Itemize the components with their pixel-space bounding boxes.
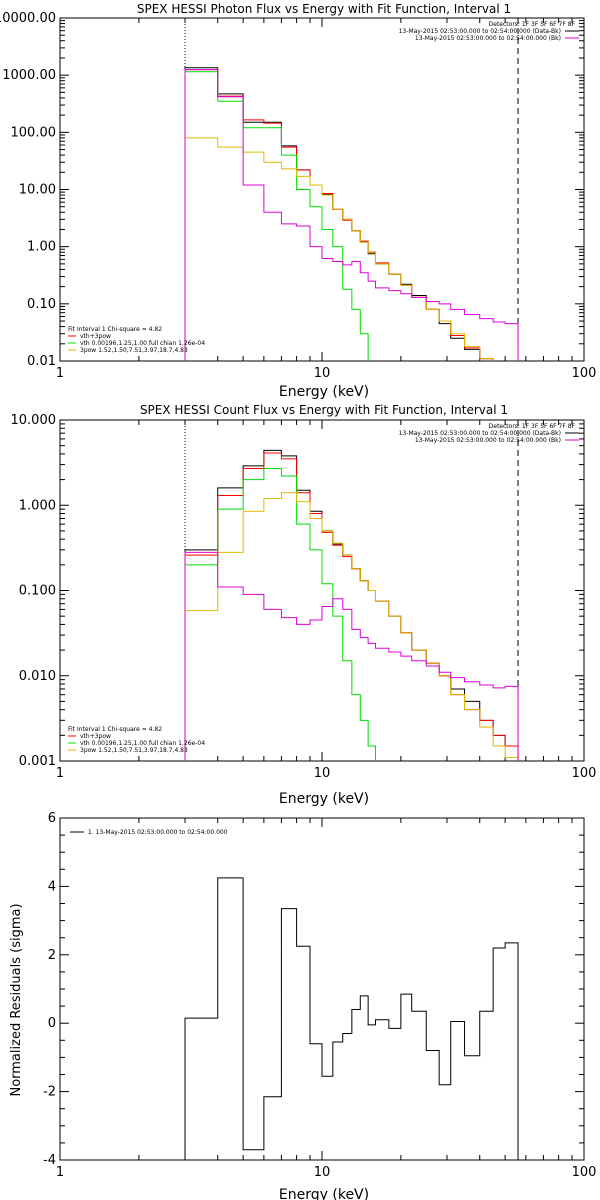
x-tick-label: 1 <box>56 1165 64 1180</box>
series-group <box>184 449 519 761</box>
series-line-4 <box>184 69 519 361</box>
y-tick-label: -4 <box>43 1153 56 1168</box>
x-tick-label: 1 <box>56 366 64 381</box>
photon-flux-panel: SPEX HESSI Photon Flux vs Energy with Fi… <box>0 2 597 400</box>
series-line-2 <box>184 467 376 761</box>
x-tick-label: 100 <box>572 1165 597 1180</box>
y-tick-label: 2 <box>48 948 56 963</box>
y-tick-label: 4 <box>48 879 56 894</box>
series-group <box>184 67 519 361</box>
info-line: Detectors: 1F 3F 5F 6F 7F 8F <box>489 423 576 430</box>
photon-flux-plot: 1 10 100 0.01 0.10 1.00 10.00 100.00 1000.00 1000… <box>0 11 597 381</box>
plot-frame <box>59 817 585 1161</box>
y-tick-label: 100.00 <box>11 125 57 140</box>
series-line-0 <box>184 877 519 1160</box>
x-tick-label: 100 <box>572 366 597 381</box>
series-group <box>184 877 519 1160</box>
legend-entry: vth+3pow <box>80 333 111 340</box>
residuals-xlabel: Energy (keV) <box>279 1187 369 1200</box>
legend-entry: vth 0.00196,1.25,1.00 full chian 1.26e-0… <box>80 340 205 347</box>
legend-entry: vth+3pow <box>80 733 111 740</box>
y-tick-label: 1000.00 <box>2 68 56 83</box>
y-tick-label: 6 <box>48 811 56 826</box>
y-tick-label: 1.000 <box>19 498 56 513</box>
info-line: 13-May-2015 02:53:00.000 to 02:54:00.000… <box>415 437 561 444</box>
series-line-4 <box>184 551 519 761</box>
y-tick-label: 0.010 <box>19 669 56 684</box>
y-tick-label: -2 <box>43 1085 56 1100</box>
legend-entry: vth 0.00196,1.25,1.00 full chian 1.26e-0… <box>80 740 205 747</box>
y-tick-label: 10000.00 <box>0 11 56 26</box>
photon-flux-xlabel: Energy (keV) <box>279 384 369 400</box>
x-tick-label: 100 <box>572 766 597 781</box>
y-tick-label: 10.000 <box>11 413 57 428</box>
residuals-plot: 1 10 100 -4 -2 0 2 4 6 1. 13-May-2015 02:53:00.00… <box>43 811 597 1180</box>
y-tick-label: 10.00 <box>19 183 56 198</box>
y-tick-label: 1.00 <box>27 240 56 255</box>
info-line: 13-May-2015 02:53:00.000 to 02:54:00.000… <box>399 430 561 437</box>
y-tick-label: 0.10 <box>27 297 56 312</box>
legend-entry: 3pow 1.52,1.50,7.51,3.97,18.7,4.83 <box>80 347 188 354</box>
residuals-panel: Energy (keV) Normalized Residuals (sigma… <box>9 811 596 1200</box>
y-tick-label: 0.100 <box>19 584 56 599</box>
series-line-3 <box>184 137 494 361</box>
legend-entry: 3pow 1.52,1.50,7.51,3.97,18.7,4.83 <box>80 747 188 754</box>
info-line: 13-May-2015 02:53:00.000 to 02:54:00.000… <box>415 35 561 42</box>
y-tick-label: 0.001 <box>19 754 56 769</box>
y-tick-label: 0 <box>48 1016 56 1031</box>
count-flux-plot: 1 10 100 0.001 0.010 0.100 1.000 10.000 Detector… <box>11 413 597 781</box>
count-flux-panel: SPEX HESSI Count Flux vs Energy with Fit… <box>11 403 597 807</box>
x-tick-label: 10 <box>314 766 331 781</box>
info-line: Detectors: 1F 3F 5F 6F 7F 8F <box>489 21 576 28</box>
x-tick-label: 10 <box>314 366 331 381</box>
plot-frame <box>59 419 585 762</box>
series-line-3 <box>184 492 519 761</box>
legend-entry: 1. 13-May-2015 02:53:00.000 to 02:54:00.… <box>88 829 228 836</box>
count-flux-xlabel: Energy (keV) <box>279 791 369 807</box>
x-tick-label: 10 <box>314 1165 331 1180</box>
legend-entry: Fit Interval 1 Chi-square = 4.82 <box>68 326 162 333</box>
info-line: 13-May-2015 02:53:00.000 to 02:54:00.000… <box>399 28 561 35</box>
series-line-2 <box>184 71 369 361</box>
count-flux-title: SPEX HESSI Count Flux vs Energy with Fit… <box>140 403 508 417</box>
residuals-ylabel: Normalized Residuals (sigma) <box>9 903 24 1096</box>
photon-flux-title: SPEX HESSI Photon Flux vs Energy with Fi… <box>137 2 511 16</box>
y-tick-label: 0.01 <box>27 354 56 369</box>
legend-entry: Fit Interval 1 Chi-square = 4.82 <box>68 726 162 733</box>
x-tick-label: 1 <box>56 766 64 781</box>
